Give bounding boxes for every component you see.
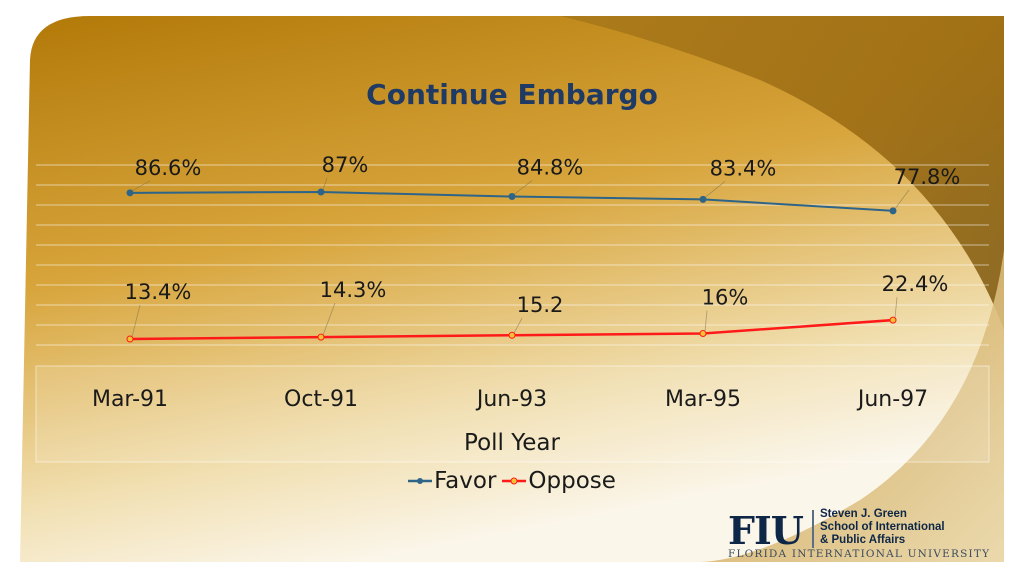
chart-title: Continue Embargo: [366, 78, 658, 111]
x-tick-label: Mar-95: [665, 387, 741, 412]
dark-sweep: [560, 16, 1004, 330]
logo-divider: [812, 510, 814, 548]
legend-item-favor: Favor: [408, 468, 496, 494]
data-label-oppose: 14.3%: [320, 278, 387, 302]
data-points: [126, 188, 897, 343]
data-label-oppose: 16%: [702, 286, 749, 310]
label-leader: [513, 180, 533, 195]
x-tick-label: Oct-91: [284, 387, 358, 412]
data-label-favor: 87%: [322, 153, 369, 177]
label-leader: [513, 318, 523, 334]
label-leader: [894, 297, 898, 319]
x-tick-label: Jun-93: [475, 387, 547, 412]
category-axis-box: [35, 365, 990, 463]
legend-label-favor: Favor: [434, 468, 497, 494]
data-point-oppose: [508, 331, 516, 339]
data-point-oppose: [889, 316, 897, 324]
data-point-favor: [889, 207, 897, 215]
label-leader: [704, 181, 726, 198]
data-point-favor: [126, 189, 134, 197]
data-label-oppose: 22.4%: [882, 272, 949, 296]
x-axis-ticks: Mar-91 Oct-91 Jun-93 Mar-95 Jun-97: [92, 387, 928, 412]
logo-mark: FIU: [728, 508, 804, 553]
logo-school-name: Steven J. Green School of International …: [820, 508, 945, 547]
data-point-favor: [699, 195, 707, 203]
data-labels: 86.6% 87% 84.8% 83.4% 77.8% 13.4% 14.3% 15.2 16%…: [125, 153, 961, 317]
logo-university-name: FLORIDA INTERNATIONAL UNIVERSITY: [728, 548, 991, 560]
data-label-favor: 83.4%: [710, 156, 777, 180]
gold-panel: [20, 16, 1004, 562]
data-point-oppose: [317, 333, 325, 341]
data-point-favor: [508, 193, 516, 201]
data-label-favor: 77.8%: [894, 165, 961, 189]
label-leader: [704, 310, 708, 332]
data-label-favor: 86.6%: [135, 156, 202, 180]
logo-school-line2: School of International: [820, 521, 945, 533]
data-point-oppose: [699, 330, 707, 338]
legend-swatch-favor: [408, 478, 433, 484]
x-tick-label: Jun-97: [856, 387, 928, 412]
logo-school-line1: Steven J. Green: [820, 508, 907, 520]
label-leader: [894, 189, 910, 210]
label-leader: [322, 177, 328, 191]
fiu-logo: FIU Steven J. Green School of Internatio…: [728, 506, 989, 562]
label-leader: [131, 180, 151, 192]
data-point-oppose: [126, 335, 134, 343]
axis-band: [36, 366, 989, 462]
logo-school-line3: & Public Affairs: [820, 534, 906, 546]
label-leader: [131, 304, 141, 338]
legend: Favor Oppose: [0, 468, 1024, 494]
data-label-oppose: 13.4%: [125, 280, 192, 304]
data-point-favor: [317, 188, 325, 196]
x-tick-label: Mar-91: [92, 387, 168, 412]
light-wedge: [700, 250, 1004, 562]
legend-item-oppose: Oppose: [502, 468, 616, 494]
legend-label-oppose: Oppose: [528, 468, 616, 494]
data-label-oppose: 15.2: [517, 293, 564, 317]
label-leader: [322, 302, 336, 336]
x-axis-title: Poll Year: [464, 430, 560, 456]
gridlines: [35, 164, 990, 463]
data-label-favor: 84.8%: [517, 156, 584, 180]
label-leaders: [131, 177, 910, 338]
legend-swatch-oppose: [502, 477, 527, 485]
